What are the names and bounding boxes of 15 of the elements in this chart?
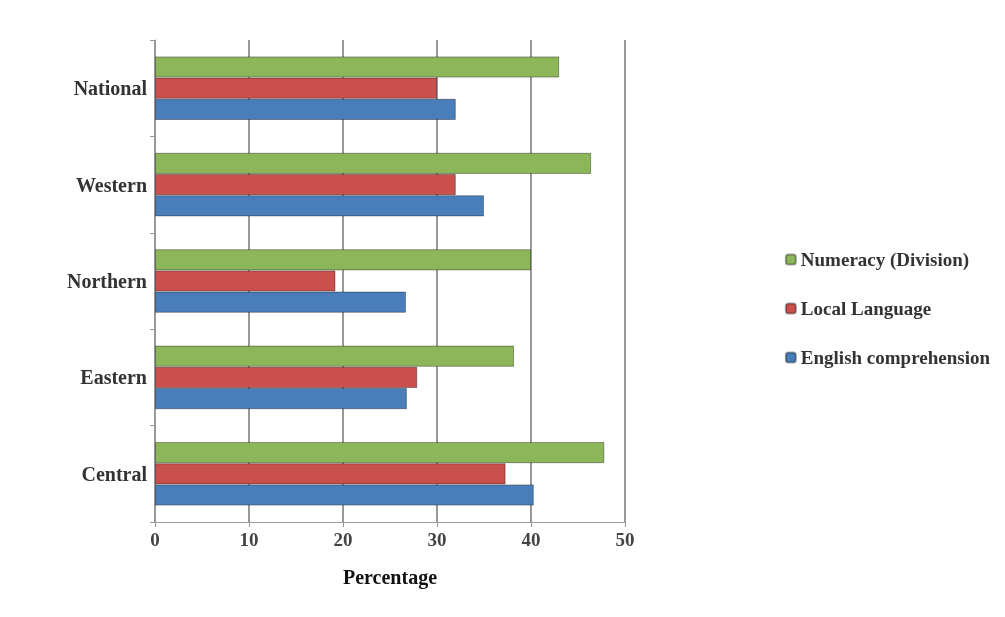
x-tick-label: 10 [239,529,259,550]
y-tick-label: Eastern [80,366,147,389]
x-tick-label: 40 [521,529,541,550]
y-tick-label: Northern [67,270,147,292]
legend-label: English comprehension [800,347,991,368]
x-tick-label: 0 [150,529,160,550]
y-tick-label: National [73,77,148,100]
y-tick-label: Central [81,462,148,485]
x-tick-label: 50 [615,529,635,550]
x-tick-label: 20 [333,529,353,550]
y-tick-label: Western [75,173,147,196]
legend-label: Numeracy (Division) [800,249,970,271]
x-axis-title: Percentage [342,566,438,589]
legend-label: Local Language [800,298,932,319]
x-tick-label: 30 [427,529,447,550]
